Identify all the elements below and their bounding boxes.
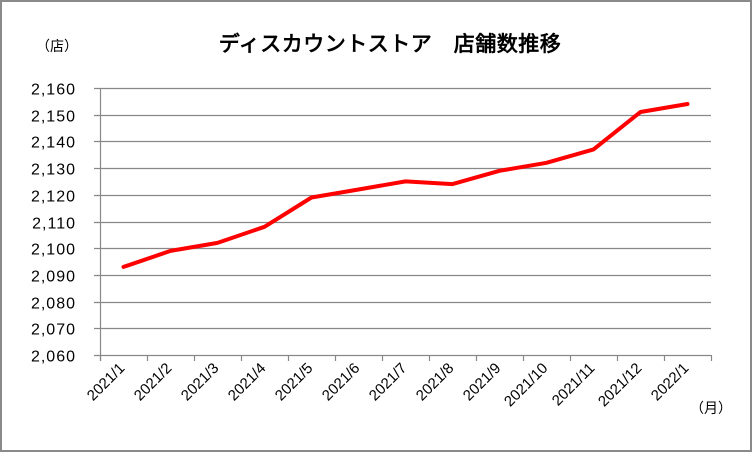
x-tick-label: 2021/10 (501, 360, 551, 410)
x-tick-label: 2021/6 (319, 360, 363, 404)
x-axis-unit-label: （月） (690, 401, 732, 417)
x-tick-label: 2021/3 (178, 360, 222, 404)
x-tick-label: 2021/11 (549, 360, 599, 410)
x-axis: 2021/1 2021/2 2021/3 2021/4 2021/5 2021/6 2021… (84, 355, 713, 410)
x-tick-label: 2021/7 (366, 360, 410, 404)
x-tick-label: 2021/9 (460, 360, 504, 404)
y-tick-label: 2,080 (31, 296, 76, 313)
y-tick-label: 2,090 (31, 269, 76, 286)
x-tick-label: 2021/1 (84, 360, 128, 404)
x-tick-label: 2021/8 (413, 360, 457, 404)
y-tick-label: 2,070 (31, 322, 76, 339)
x-tick-label: 2021/2 (131, 360, 175, 404)
y-tick-label: 2,140 (31, 135, 76, 152)
data-series-line (121, 102, 690, 269)
y-tick-label: 2,060 (31, 349, 76, 366)
y-tick-label: 2,160 (31, 82, 76, 99)
y-tick-label: 2,120 (31, 189, 76, 206)
gridlines (94, 87, 711, 357)
series-line (121, 102, 690, 269)
y-axis-unit-label: （店） (36, 39, 78, 55)
y-tick-label: 2,130 (31, 162, 76, 179)
chart-title: ディスカウントストア 店舗数推移 (218, 32, 562, 56)
y-tick-label: 2,100 (31, 242, 76, 259)
x-tick-label: 2021/12 (595, 360, 645, 410)
y-tick-label: 2,110 (32, 216, 76, 233)
x-tick-label: 2021/5 (272, 360, 316, 404)
y-tick-label: 2,150 (31, 109, 76, 126)
x-tick-label: 2022/1 (648, 360, 692, 404)
x-tick-label: 2021/4 (225, 360, 269, 404)
y-axis: 2,060 2,070 2,080 2,090 2,100 2,110 2,120 2,130… (31, 82, 102, 366)
